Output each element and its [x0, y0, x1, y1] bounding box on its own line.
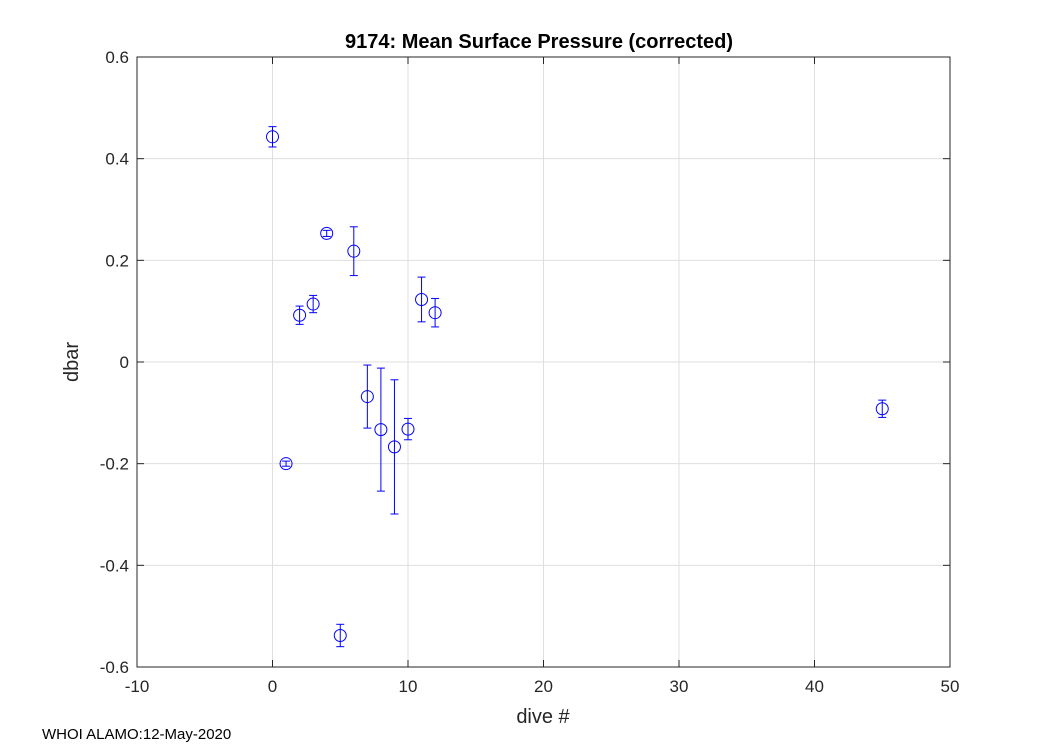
point-marker: [401, 422, 415, 436]
data-point: [401, 417, 415, 441]
data-point: [428, 297, 442, 328]
data-point: [374, 367, 388, 492]
data-points: [266, 126, 889, 648]
x-tick-label: -10: [125, 677, 150, 696]
y-tick-label: 0.4: [105, 150, 129, 169]
point-marker: [360, 390, 374, 404]
axis-ticks: -10 0 10 20 30 40 50 -0.6 -0.4 -0.2 0 0.2 0.4 0.6: [100, 48, 960, 696]
y-tick-label: -0.4: [100, 556, 129, 575]
y-tick-label: 0: [120, 353, 129, 372]
point-marker: [347, 244, 361, 258]
point-marker: [293, 308, 307, 322]
data-point: [306, 294, 320, 314]
data-point: [320, 226, 334, 240]
data-point: [415, 276, 429, 323]
x-tick-label: 0: [268, 677, 277, 696]
data-point: [333, 623, 347, 648]
x-tick-label: 30: [670, 677, 689, 696]
footer-stamp: WHOI ALAMO:12-May-2020: [42, 726, 232, 743]
data-point: [347, 226, 361, 277]
y-axis-label: dbar: [61, 342, 83, 382]
y-tick-label: -0.6: [100, 658, 129, 677]
point-marker: [875, 402, 889, 416]
data-point: [293, 305, 307, 325]
point-marker: [333, 628, 347, 642]
x-axis-label: dive #: [516, 706, 570, 728]
chart-title: 9174: Mean Surface Pressure (corrected): [345, 31, 733, 53]
x-tick-label: 20: [534, 677, 553, 696]
point-marker: [279, 457, 293, 471]
point-marker: [306, 297, 320, 311]
data-point: [279, 457, 293, 471]
x-tick-label: 10: [399, 677, 418, 696]
x-tick-label: 50: [941, 677, 960, 696]
point-marker: [415, 292, 429, 306]
point-marker: [320, 226, 334, 240]
point-marker: [387, 440, 401, 454]
point-marker: [374, 423, 388, 437]
x-tick-label: 40: [805, 677, 824, 696]
point-marker: [266, 130, 279, 144]
y-tick-label: 0.6: [105, 48, 129, 67]
data-point: [875, 399, 889, 418]
point-marker: [428, 306, 442, 320]
y-tick-label: 0.2: [105, 251, 129, 270]
y-tick-label: -0.2: [100, 455, 129, 474]
data-point: [387, 379, 401, 515]
data-point: [360, 364, 374, 429]
data-point: [266, 126, 279, 148]
